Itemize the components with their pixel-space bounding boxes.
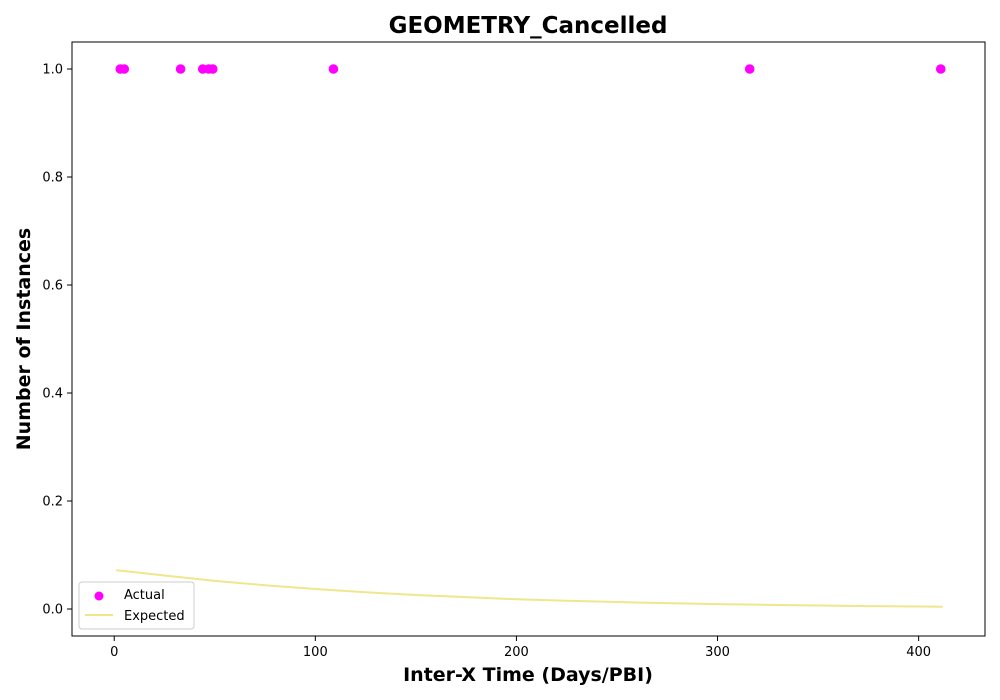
y-tick-label: 0.6	[42, 279, 63, 294]
chart-title: GEOMETRY_Cancelled	[389, 13, 668, 39]
y-tick-label: 1.0	[42, 63, 63, 78]
expected-line	[116, 569, 943, 608]
x-tick-label: 100	[303, 645, 328, 660]
actual-point	[744, 64, 755, 74]
actual-point	[175, 64, 186, 74]
y-axis: 0.0 0.2 0.4 0.6 0.8 1.0	[42, 63, 72, 618]
y-axis-label: Number of Instances	[13, 228, 35, 450]
actual-point	[119, 64, 130, 74]
y-tick-label: 0.2	[42, 495, 63, 510]
plot-frame	[71, 41, 986, 637]
y-tick-label: 0.4	[42, 387, 63, 402]
x-tick-label: 200	[504, 645, 529, 660]
legend-expected-label: Expected	[124, 609, 185, 624]
x-axis-label: Inter-X Time (Days/PBI)	[403, 664, 653, 686]
legend-actual-marker	[94, 591, 104, 601]
y-tick-label: 0.0	[42, 603, 63, 618]
actual-point	[328, 64, 339, 74]
expected-series	[116, 569, 943, 608]
legend-actual-label: Actual	[124, 588, 165, 603]
plot-area	[71, 41, 986, 637]
actual-series	[115, 64, 946, 74]
actual-point	[935, 64, 946, 74]
actual-point	[207, 64, 218, 74]
x-tick-label: 0	[110, 645, 118, 660]
y-tick-label: 0.8	[42, 171, 63, 186]
legend: Actual Expected	[78, 581, 195, 630]
legend-box	[78, 581, 195, 630]
x-axis: 0 100 200 300 400	[110, 636, 931, 660]
x-tick-label: 400	[906, 645, 931, 660]
x-tick-label: 300	[705, 645, 730, 660]
